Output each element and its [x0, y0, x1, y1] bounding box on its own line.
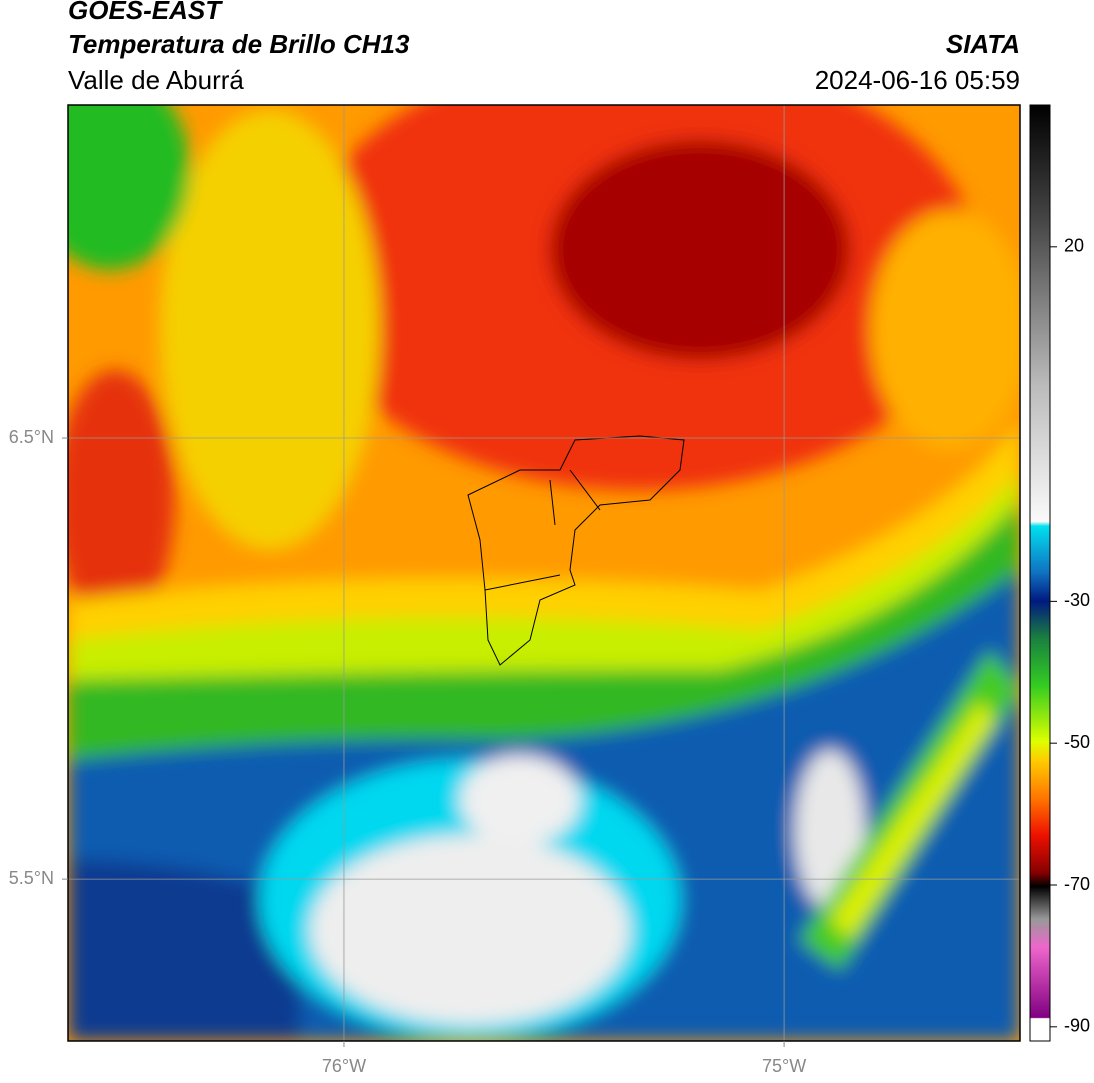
subtitle: Temperatura de Brillo CH13 — [68, 29, 410, 59]
colorbar-tick-label: -70 — [1064, 874, 1090, 894]
satellite-image — [68, 105, 1020, 1041]
colorbar-tick-label: -30 — [1064, 590, 1090, 610]
lon-tick-label: 76°W — [322, 1056, 366, 1076]
colorbar-tick-label: -50 — [1064, 732, 1090, 752]
colorbar-tick-label: -90 — [1064, 1016, 1090, 1036]
brand: SIATA — [946, 29, 1020, 59]
title: GOES-EAST — [68, 0, 223, 25]
colorbar — [1029, 104, 1051, 1042]
lon-tick-label: 75°W — [762, 1056, 806, 1076]
lat-tick-label: 5.5°N — [9, 868, 54, 888]
datetime: 2024-06-16 05:59 — [815, 65, 1020, 95]
region: Valle de Aburrá — [68, 65, 244, 95]
lat-tick-label: 6.5°N — [9, 427, 54, 447]
map-frame — [67, 104, 1021, 1042]
colorbar-tick-label: 20 — [1064, 236, 1084, 256]
